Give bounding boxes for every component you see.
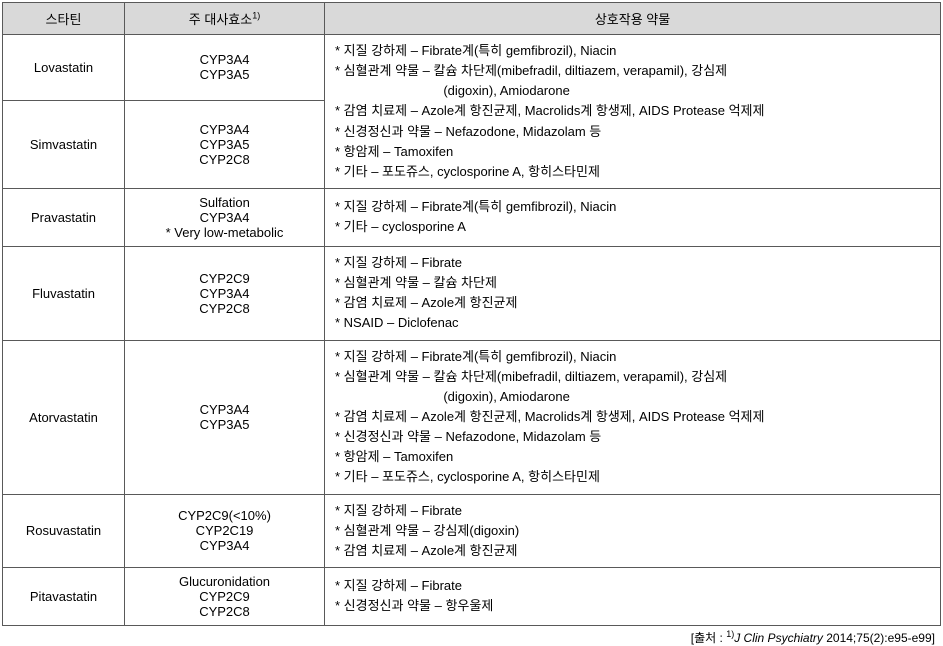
header-enzyme-sup: 1) — [252, 11, 260, 21]
enzyme-value: CYP2C9 — [133, 271, 316, 286]
enzyme-value: CYP2C8 — [133, 301, 316, 316]
statin-name: Pitavastatin — [3, 567, 125, 625]
drug-line: * 지질 강하제 – Fibrate계(특히 gemfibrozil), Nia… — [335, 347, 932, 367]
table-row: RosuvastatinCYP2C9(<10%)CYP2C19CYP3A4* 지… — [3, 494, 941, 567]
table-row: FluvastatinCYP2C9CYP3A4CYP2C8* 지질 강하제 – … — [3, 246, 941, 340]
drug-line: * 감염 치료제 – Azole계 항진균제 — [335, 293, 932, 313]
enzyme-value: * Very low-metabolic — [133, 225, 316, 240]
drug-line: * 지질 강하제 – Fibrate — [335, 253, 932, 273]
enzyme-value: CYP3A5 — [133, 137, 316, 152]
drugs-cell: * 지질 강하제 – Fibrate* 심혈관계 약물 – 강심제(digoxi… — [325, 494, 941, 567]
enzyme-cell: CYP3A4CYP3A5CYP2C8 — [125, 100, 325, 188]
table-header-row: 스타틴 주 대사효소1) 상호작용 약물 — [3, 3, 941, 35]
drug-line: * 감염 치료제 – Azole계 항진균제, Macrolids계 항생제, … — [335, 407, 932, 427]
table-row: PitavastatinGlucuronidationCYP2C9CYP2C8*… — [3, 567, 941, 625]
statin-name: Fluvastatin — [3, 246, 125, 340]
drug-line: * NSAID – Diclofenac — [335, 313, 932, 333]
drug-line: * 지질 강하제 – Fibrate — [335, 501, 932, 521]
enzyme-value: CYP3A4 — [133, 538, 316, 553]
table-row: AtorvastatinCYP3A4CYP3A5* 지질 강하제 – Fibra… — [3, 340, 941, 494]
drugs-cell: * 지질 강하제 – Fibrate계(특히 gemfibrozil), Nia… — [325, 340, 941, 494]
enzyme-value: CYP2C9 — [133, 589, 316, 604]
header-enzyme-text: 주 대사효소 — [189, 12, 252, 27]
enzyme-value: Glucuronidation — [133, 574, 316, 589]
drug-line: (digoxin), Amiodarone — [335, 81, 932, 101]
enzyme-value: CYP3A4 — [133, 286, 316, 301]
drug-line: * 지질 강하제 – Fibrate계(특히 gemfibrozil), Nia… — [335, 197, 932, 217]
enzyme-value: Sulfation — [133, 195, 316, 210]
enzyme-value: CYP2C9(<10%) — [133, 508, 316, 523]
drug-line: * 항암제 – Tamoxifen — [335, 447, 932, 467]
enzyme-cell: CYP3A4CYP3A5 — [125, 35, 325, 101]
statin-name: Rosuvastatin — [3, 494, 125, 567]
header-drugs: 상호작용 약물 — [325, 3, 941, 35]
header-enzyme: 주 대사효소1) — [125, 3, 325, 35]
statin-interaction-table: 스타틴 주 대사효소1) 상호작용 약물 LovastatinCYP3A4CYP… — [2, 2, 941, 626]
drug-line: * 기타 – cyclosporine A — [335, 217, 932, 237]
source-credit: [출처 : 1)J Clin Psychiatry 2014;75(2):e95… — [2, 626, 941, 646]
enzyme-value: CYP2C8 — [133, 152, 316, 167]
drug-line: * 지질 강하제 – Fibrate — [335, 576, 932, 596]
enzyme-cell: CYP2C9(<10%)CYP2C19CYP3A4 — [125, 494, 325, 567]
drug-line: * 기타 – 포도쥬스, cyclosporine A, 항히스타민제 — [335, 162, 932, 182]
enzyme-value: CYP3A4 — [133, 122, 316, 137]
enzyme-value: CYP3A4 — [133, 402, 316, 417]
statin-name: Simvastatin — [3, 100, 125, 188]
table-row: LovastatinCYP3A4CYP3A5* 지질 강하제 – Fibrate… — [3, 35, 941, 101]
drug-line: * 항암제 – Tamoxifen — [335, 142, 932, 162]
credit-rest: 2014;75(2):e95-e99] — [823, 631, 935, 645]
statin-name: Atorvastatin — [3, 340, 125, 494]
enzyme-cell: CYP3A4CYP3A5 — [125, 340, 325, 494]
drug-line: * 신경정신과 약물 – 항우울제 — [335, 596, 932, 616]
enzyme-value: CYP2C8 — [133, 604, 316, 619]
drug-line: (digoxin), Amiodarone — [335, 387, 932, 407]
credit-prefix: [출처 : — [691, 631, 726, 645]
drug-line: * 신경정신과 약물 – Nefazodone, Midazolam 등 — [335, 122, 932, 142]
enzyme-value: CYP2C19 — [133, 523, 316, 538]
statin-name: Lovastatin — [3, 35, 125, 101]
enzyme-cell: GlucuronidationCYP2C9CYP2C8 — [125, 567, 325, 625]
statin-name: Pravastatin — [3, 188, 125, 246]
drugs-cell: * 지질 강하제 – Fibrate계(특히 gemfibrozil), Nia… — [325, 188, 941, 246]
drug-line: * 기타 – 포도쥬스, cyclosporine A, 항히스타민제 — [335, 467, 932, 487]
drug-line: * 심혈관계 약물 – 칼슘 차단제(mibefradil, diltiazem… — [335, 367, 932, 387]
credit-journal: J Clin Psychiatry — [734, 631, 823, 645]
drug-line: * 감염 치료제 – Azole계 항진균제, Macrolids계 항생제, … — [335, 101, 932, 121]
drug-line: * 감염 치료제 – Azole계 항진균제 — [335, 541, 932, 561]
table-body: LovastatinCYP3A4CYP3A5* 지질 강하제 – Fibrate… — [3, 35, 941, 626]
drugs-cell: * 지질 강하제 – Fibrate* 신경정신과 약물 – 항우울제 — [325, 567, 941, 625]
drugs-cell: * 지질 강하제 – Fibrate* 심혈관계 약물 – 칼슘 차단제* 감염… — [325, 246, 941, 340]
enzyme-value: CYP3A4 — [133, 52, 316, 67]
enzyme-cell: SulfationCYP3A4* Very low-metabolic — [125, 188, 325, 246]
enzyme-cell: CYP2C9CYP3A4CYP2C8 — [125, 246, 325, 340]
enzyme-value: CYP3A4 — [133, 210, 316, 225]
drug-line: * 심혈관계 약물 – 칼슘 차단제(mibefradil, diltiazem… — [335, 61, 932, 81]
enzyme-value: CYP3A5 — [133, 67, 316, 82]
header-statin: 스타틴 — [3, 3, 125, 35]
drug-line: * 심혈관계 약물 – 강심제(digoxin) — [335, 521, 932, 541]
table-row: PravastatinSulfationCYP3A4* Very low-met… — [3, 188, 941, 246]
drugs-cell: * 지질 강하제 – Fibrate계(특히 gemfibrozil), Nia… — [325, 35, 941, 189]
drug-line: * 신경정신과 약물 – Nefazodone, Midazolam 등 — [335, 427, 932, 447]
drug-line: * 지질 강하제 – Fibrate계(특히 gemfibrozil), Nia… — [335, 41, 932, 61]
drug-line: * 심혈관계 약물 – 칼슘 차단제 — [335, 273, 932, 293]
enzyme-value: CYP3A5 — [133, 417, 316, 432]
